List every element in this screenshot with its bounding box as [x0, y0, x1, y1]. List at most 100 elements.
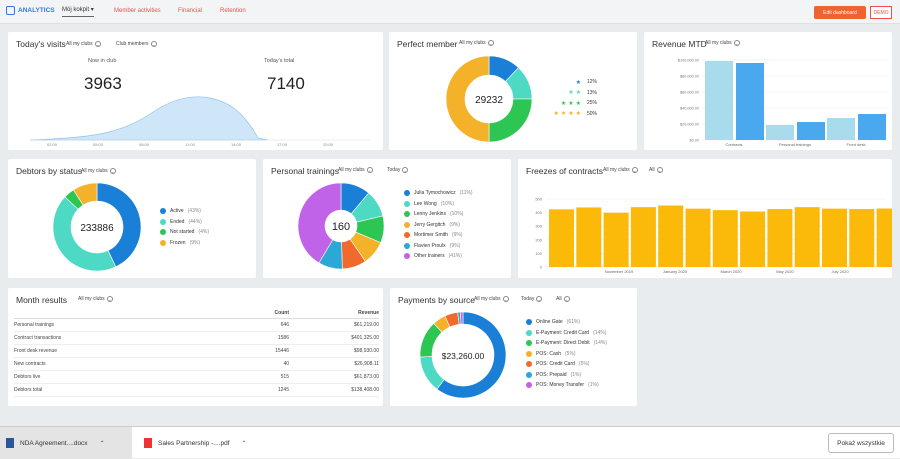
legend-item[interactable]: Jerry Gergitch (9%): [404, 220, 473, 231]
brand[interactable]: ANALYTICS: [6, 6, 55, 15]
top-nav: ANALYTICS Mój kokpit ▾ Member activities…: [0, 0, 900, 24]
chevron-up-icon[interactable]: ⌃: [99, 440, 105, 447]
edit-dashboard-button[interactable]: Edit dashboard: [814, 6, 866, 19]
legend-percent: 13%: [586, 89, 597, 96]
chevron-up-icon[interactable]: ⌃: [241, 440, 247, 447]
debtors-card: Debtors by status All my clubs ⌄ 233886 A…: [8, 159, 256, 278]
y-tick-label: $20,000.00: [680, 123, 699, 127]
club-filter[interactable]: All my clubs ⌄: [603, 167, 638, 173]
legend-item[interactable]: Julia Tymochowicz (11%): [404, 188, 473, 199]
status-filter[interactable]: All ⌄: [649, 167, 663, 173]
legend-percent: 25%: [586, 100, 597, 107]
bar: [876, 208, 892, 267]
legend-item[interactable]: Online Gate (61%): [526, 317, 607, 328]
date-filter[interactable]: Today ⌄: [387, 167, 409, 173]
legend-item[interactable]: POS: Cash (5%): [526, 349, 607, 360]
show-all-button[interactable]: Pokaż wszystkie: [828, 433, 894, 453]
x-tick-label: May 2020: [776, 269, 794, 274]
debtors-legend: Active (43%) Ended (44%) Not started (4%) Froz…: [160, 206, 209, 248]
debtors-donut: 233886: [52, 182, 142, 272]
legend-item[interactable]: Other trainers (41%): [404, 251, 473, 262]
legend-percent: (44%): [188, 218, 202, 225]
bar: [797, 122, 825, 140]
legend-item[interactable]: ★★ 13%: [549, 88, 597, 99]
donut-slice: [73, 182, 98, 206]
row-label: Personal trainings: [14, 321, 55, 328]
chevron-down-icon: ⌄: [106, 296, 113, 302]
legend-dot: [404, 190, 410, 197]
club-filter[interactable]: All my clubs ⌄: [81, 168, 116, 174]
card-title: Revenue MTD: [652, 39, 707, 49]
download-item[interactable]: NDA Agreement....docx ⌃: [0, 427, 132, 459]
legend-item[interactable]: Not started (4%): [160, 227, 209, 238]
date-filter[interactable]: Today ⌄: [521, 296, 543, 302]
club-filter[interactable]: All my clubs ⌄: [474, 296, 509, 302]
club-filter[interactable]: All my clubs ⌄: [459, 40, 494, 46]
legend-item[interactable]: E-Payment: Credit Card (14%): [526, 328, 607, 339]
club-filter[interactable]: All my clubs ⌄: [66, 41, 101, 47]
payments-donut: $23,260.00: [419, 311, 507, 399]
bar: [766, 125, 794, 140]
legend-item[interactable]: Frozen (9%): [160, 238, 209, 249]
legend-item[interactable]: Mortimer Smith (9%): [404, 230, 473, 241]
y-tick-label: 300: [535, 224, 542, 229]
legend-label: Lenny Jenkins: [414, 211, 446, 218]
legend-percent: (14%): [593, 340, 607, 347]
legend-dot: [526, 350, 532, 357]
legend-item[interactable]: E-Payment: Direct Debit (14%): [526, 338, 607, 349]
tab-financial[interactable]: Financial: [178, 8, 203, 14]
trainings-donut: 160: [297, 182, 385, 270]
legend-item[interactable]: POS: Credit Card (5%): [526, 359, 607, 370]
column-header: Count: [274, 309, 289, 316]
legend-item[interactable]: ★★★ 25%: [549, 98, 597, 109]
legend-item[interactable]: Lee Wong (10%): [404, 199, 473, 210]
legend-label: Not started: [170, 229, 195, 236]
legend-percent: (4%): [198, 229, 210, 236]
legend-dot: [526, 382, 532, 389]
month-results-card: Month results All my clubs ⌄ Count Revenu…: [8, 288, 383, 406]
dashboard-selector[interactable]: Mój kokpit ▾: [62, 6, 94, 17]
download-item[interactable]: Sales Partnership -....pdf ⌃: [140, 427, 276, 459]
legend-label: POS: Credit Card: [536, 361, 575, 368]
legend-percent: (41%): [448, 253, 462, 260]
legend-label: POS: Cash: [536, 350, 562, 357]
source-filter[interactable]: All ⌄: [556, 296, 570, 302]
legend-item[interactable]: Ended (44%): [160, 217, 209, 228]
tab-retention[interactable]: Retention: [220, 8, 246, 14]
legend-label: Lee Wong: [414, 200, 437, 207]
legend-item[interactable]: Flavien Proulx (9%): [404, 241, 473, 252]
legend-label: Mortimer Smith: [414, 232, 448, 239]
legend-item[interactable]: ★ 12%: [549, 77, 597, 88]
legend-percent: (9%): [451, 232, 463, 239]
legend-dot: [160, 239, 166, 246]
legend-item[interactable]: POS: Prepaid (1%): [526, 370, 607, 381]
row-count: 1586: [277, 334, 289, 341]
club-filter[interactable]: All my clubs ⌄: [705, 40, 740, 46]
club-filter[interactable]: All my clubs ⌄: [338, 167, 373, 173]
legend-dot: [404, 242, 410, 249]
row-revenue: $98,930.00: [353, 347, 379, 354]
row-revenue: $401,325.00: [351, 334, 379, 341]
donut-center-value: 233886: [80, 223, 114, 234]
card-title: Month results: [16, 295, 68, 305]
legend-label: E-Payment: Direct Debit: [536, 340, 590, 347]
member-filter[interactable]: Club members ⌄: [116, 41, 157, 47]
legend-item[interactable]: ★★★★ 50%: [549, 109, 597, 120]
tab-member-activities[interactable]: Member activities: [114, 8, 161, 14]
star-icon: ★★★: [560, 100, 583, 107]
legend-label: POS: Prepaid: [536, 371, 567, 378]
revenue-bar-chart: $0.00 $20,000.00 $40,000.00 $60,000.00 $80,0…: [678, 59, 889, 147]
word-document-icon: [6, 438, 14, 448]
total-value: 7140: [267, 74, 305, 93]
trainings-card: Personal trainings All my clubs ⌄ Today ⌄ …: [263, 159, 511, 278]
y-tick-label: $0.00: [689, 139, 699, 143]
legend-dot: [404, 221, 410, 228]
legend-item[interactable]: Active (43%): [160, 206, 209, 217]
bar: [712, 210, 738, 267]
row-revenue: $61,219.00: [353, 321, 379, 328]
trainings-legend: Julia Tymochowicz (11%) Lee Wong (10%) Lenny…: [404, 188, 473, 262]
legend-item[interactable]: Lenny Jenkins (10%): [404, 209, 473, 220]
club-filter[interactable]: All my clubs ⌄: [78, 296, 113, 302]
chevron-down-icon: ⌄: [366, 167, 373, 173]
legend-item[interactable]: POS: Money Transfer (1%): [526, 380, 607, 391]
